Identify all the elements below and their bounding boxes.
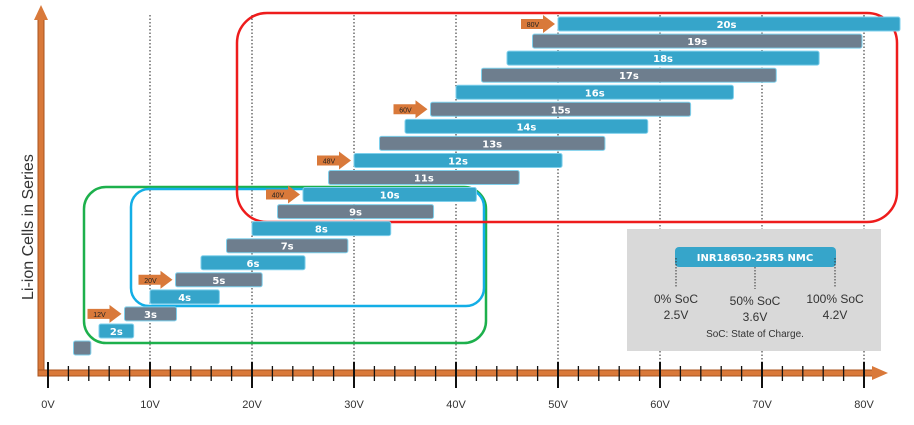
bar-13s — [379, 135, 606, 151]
nominal-voltage-label: 48V — [323, 158, 336, 165]
bar-6s — [200, 255, 306, 271]
bar-label: 9s — [349, 208, 362, 219]
bar-label: 2s — [110, 327, 123, 338]
x-tick-label: 40V — [446, 399, 466, 411]
legend-soc-50: 50% SoC — [730, 294, 781, 308]
legend-cell-name: INR18650-25R5 NMC — [697, 253, 813, 264]
x-tick-label: 70V — [752, 399, 772, 411]
x-tick-label: 10V — [140, 399, 160, 411]
nominal-voltage-label: 12V — [93, 312, 106, 319]
x-tick-label: 50V — [548, 399, 568, 411]
bar-3s — [124, 306, 178, 322]
x-tick-label: 80V — [854, 399, 874, 411]
bar-label: 10s — [380, 191, 400, 202]
green-group-box — [82, 185, 488, 345]
bar-label: 15s — [551, 105, 571, 116]
bar-15s — [430, 101, 692, 117]
bar-label: 5s — [212, 276, 225, 287]
bar-label: 8s — [315, 225, 328, 236]
bar-14s — [404, 118, 649, 134]
bar-label: 13s — [482, 139, 502, 150]
bar-12s — [353, 152, 563, 168]
bar-7s — [226, 238, 349, 254]
nominal-voltage-arrow-icon — [521, 15, 555, 34]
legend-soc-0: 0% SoC — [654, 292, 698, 306]
bar-1s — [73, 340, 92, 356]
bar-label: 19s — [687, 37, 707, 48]
bar-2s — [98, 323, 135, 339]
bar-18s — [506, 50, 820, 66]
bar-label: 12s — [448, 156, 468, 167]
legend-cell-badge — [675, 247, 836, 267]
nominal-voltage-label: 40V — [272, 193, 285, 200]
bar-16s — [455, 84, 734, 100]
bar-20s — [557, 16, 901, 32]
nominal-voltage-arrow-icon — [266, 185, 300, 204]
bar-label: 16s — [585, 88, 605, 99]
bar-label: 20s — [717, 20, 737, 31]
bar-label: 17s — [619, 71, 639, 82]
nominal-voltage-arrow-icon — [393, 100, 428, 119]
bar-4s — [149, 289, 220, 305]
nominal-voltage-arrow-icon — [317, 151, 351, 170]
nominal-voltage-label: 60V — [399, 107, 412, 114]
bar-label: 3s — [144, 310, 157, 321]
x-tick-label: 60V — [650, 399, 670, 411]
x-tick-label: 20V — [242, 399, 262, 411]
legend-v-50: 3.6V — [743, 310, 768, 324]
bar-label: 18s — [653, 54, 673, 65]
bar-19s — [532, 33, 863, 49]
bar-9s — [277, 204, 435, 220]
legend-v-100: 4.2V — [823, 308, 848, 322]
bar-label: 14s — [516, 122, 536, 133]
bar-label: 4s — [178, 293, 191, 304]
y-axis — [37, 17, 45, 377]
y-axis-arrow-icon — [34, 5, 48, 20]
nominal-voltage-label: 80V — [527, 22, 540, 29]
bar-label: 6s — [247, 259, 260, 270]
bar-label: 7s — [281, 242, 294, 253]
red-group-box — [235, 11, 899, 224]
bar-11s — [328, 170, 520, 185]
bar-5s — [175, 272, 263, 288]
y-axis-label: Li-ion Cells in Series — [20, 154, 37, 300]
legend-soc-100: 100% SoC — [806, 292, 864, 306]
nominal-voltage-arrow-icon — [138, 270, 173, 289]
x-tick-label: 30V — [344, 399, 364, 411]
legend-v-0: 2.5V — [664, 308, 689, 322]
bar-8s — [251, 221, 392, 237]
x-tick-label: 0V — [41, 399, 55, 411]
x-axis-arrow-icon — [872, 366, 888, 380]
nominal-voltage-label: 20V — [144, 278, 157, 285]
bar-17s — [481, 67, 777, 83]
legend-panel: INR18650-25R5 NMC 0% SoC 2.5V 50% SoC 3.… — [627, 229, 881, 351]
nominal-voltage-arrow-icon — [87, 304, 122, 323]
legend-note: SoC: State of Charge. — [706, 329, 804, 340]
bar-label: 11s — [414, 174, 434, 185]
bar-10s — [302, 187, 477, 203]
